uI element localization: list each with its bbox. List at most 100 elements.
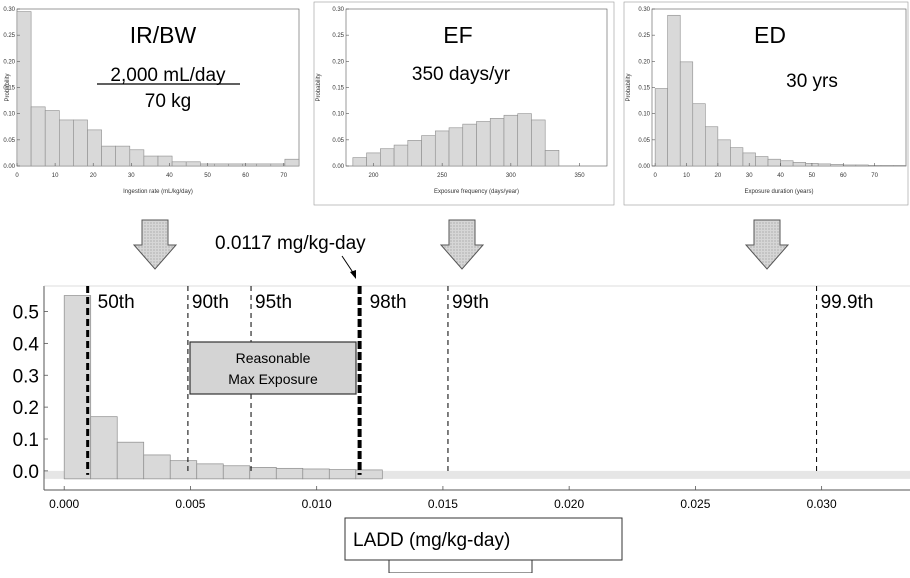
irbw-intake-note: 2,000 mL/day (110, 65, 226, 86)
ef-note: 350 days/yr (412, 64, 511, 85)
ed-panel: 0.00 0.05 0.10 0.15 0.20 0.25 0.30 0 10 20 30 40 50 6… (624, 2, 908, 205)
annotation-arrowhead (350, 270, 356, 279)
irbw-ytick-label: 0.00 (3, 164, 15, 170)
irbw-xtick-label: 20 (90, 173, 97, 179)
ladd-bar (197, 464, 224, 479)
ed-bar (818, 164, 831, 166)
ladd-xtick-label: 0.030 (807, 497, 837, 511)
ef-title: EF (443, 22, 472, 48)
ef-bar (518, 114, 532, 166)
ef-bar (463, 124, 477, 166)
ef-ytick-label: 0.05 (332, 138, 344, 144)
irbw-xtick-label: 30 (128, 173, 135, 179)
ef-xtick-label: 350 (575, 173, 586, 179)
ef-bar (531, 120, 545, 166)
ladd-xtick-label: 0.020 (554, 497, 584, 511)
down-arrow-icon (441, 220, 483, 269)
irbw-ytick-label: 0.05 (3, 138, 15, 144)
ef-bar (477, 122, 491, 166)
ed-ylabel: Probability (626, 73, 632, 101)
ef-bar (353, 158, 367, 166)
irbw-bar (88, 130, 102, 166)
percentile-label: 99.9th (821, 292, 874, 313)
ed-ytick-label: 0.00 (638, 164, 650, 170)
ed-xtick-label: 30 (746, 173, 753, 179)
ed-title: ED (754, 22, 786, 48)
ed-bar (856, 165, 869, 166)
irbw-xtick-label: 40 (166, 173, 173, 179)
irbw-bar (59, 120, 73, 166)
ef-bar (408, 140, 422, 166)
ladd-ytick-label: 0.4 (13, 334, 40, 355)
ladd-ytick-label: 0.5 (13, 303, 39, 324)
ed-bar (730, 148, 743, 166)
irbw-ylabel: Probability (5, 73, 11, 101)
percentile-label: 95th (255, 292, 292, 313)
ed-ytick-label: 0.20 (638, 59, 650, 65)
ef-ytick-label: 0.15 (332, 86, 344, 92)
ladd-bar (329, 470, 356, 479)
rme-line1: Reasonable (236, 350, 311, 366)
down-arrow-icon (746, 220, 788, 269)
ed-ytick-label: 0.30 (638, 7, 650, 13)
irbw-panel: 0.000.050.100.150.200.250.300 10 20 30 40 50 6… (3, 7, 299, 195)
ladd-xtick-label: 0.015 (428, 497, 458, 511)
ed-xlabel: Exposure duration (years) (744, 189, 813, 195)
ladd-bar (144, 455, 171, 479)
irbw-xlabel: Ingestion rate (mL/kg/day) (123, 189, 193, 195)
rme-box: Reasonable Max Exposure (190, 342, 356, 394)
ef-bar (380, 149, 394, 166)
irbw-title: IR/BW (130, 22, 197, 48)
ed-bar (755, 157, 768, 166)
ladd-bar (170, 461, 197, 479)
irbw-bar (285, 159, 299, 166)
ed-bar (793, 162, 806, 166)
ef-bar (449, 128, 463, 166)
ladd-histogram: 0.00.10.20.30.40.50.000 0.005 0.010 0.015 0.… (13, 286, 910, 511)
ef-xtick-label: 250 (437, 173, 448, 179)
ef-bar (504, 115, 518, 166)
ef-xtick-label: 300 (506, 173, 517, 179)
ef-bar (394, 145, 408, 166)
ef-ytick-label: 0.10 (332, 112, 344, 118)
irbw-xtick-label: 60 (242, 173, 249, 179)
ef-ytick-label: 0.25 (332, 33, 344, 39)
rme-line2: Max Exposure (228, 371, 318, 387)
percentile-label: 90th (192, 292, 229, 313)
percentile-label: 99th (452, 292, 489, 313)
ed-xtick-label: 40 (777, 173, 784, 179)
ladd-bar (117, 442, 144, 479)
ladd-ytick-label: 0.3 (13, 366, 39, 387)
irbw-bar (45, 111, 59, 166)
irbw-ytick-label: 0.10 (3, 112, 15, 118)
irbw-bar (102, 146, 116, 166)
ed-xtick-label: 60 (840, 173, 847, 179)
irbw-bar (271, 164, 285, 166)
ed-ytick-label: 0.05 (638, 138, 650, 144)
irbw-bar (257, 164, 271, 166)
ladd-bar (303, 469, 330, 479)
ed-ytick-label: 0.15 (638, 86, 650, 92)
irbw-bar (17, 12, 31, 166)
ladd-ytick-label: 0.0 (13, 462, 39, 483)
irbw-bar (229, 164, 243, 166)
irbw-bar (172, 162, 186, 166)
ed-bar (768, 159, 781, 166)
ef-ytick-label: 0.00 (332, 164, 344, 170)
ed-bar (831, 164, 844, 166)
ladd-bar (276, 468, 303, 479)
ed-xtick-label: 50 (809, 173, 816, 179)
irbw-bar (186, 162, 200, 166)
irbw-bar (73, 120, 87, 166)
ed-bar (680, 62, 693, 166)
ladd-xtick-label: 0.000 (49, 497, 79, 511)
ladd-xtick-label: 0.005 (175, 497, 205, 511)
ed-bar (881, 165, 894, 166)
ef-bar (545, 150, 559, 166)
ladd-bar (91, 417, 118, 479)
ed-ytick-label: 0.10 (638, 112, 650, 118)
irbw-bar (130, 150, 144, 166)
ef-ytick-label: 0.30 (332, 7, 344, 13)
percentile-label: 98th (370, 292, 407, 313)
